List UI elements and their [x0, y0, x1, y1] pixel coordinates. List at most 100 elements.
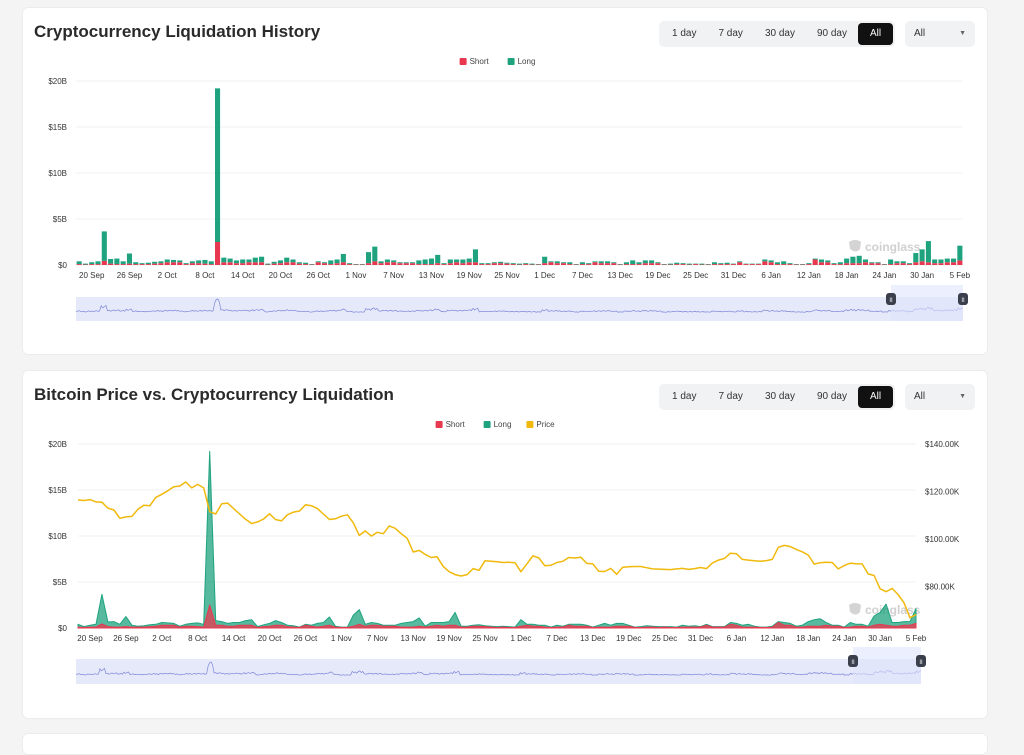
bar-short [907, 264, 912, 265]
bar-short [498, 263, 503, 265]
bar-short [957, 260, 962, 265]
bar-short [385, 262, 390, 265]
bar-long [460, 259, 465, 263]
bar-long [253, 258, 258, 263]
bar-long [907, 263, 912, 264]
bar-long [492, 262, 497, 263]
bar-long [404, 262, 409, 263]
x-tick-label: 20 Oct [258, 634, 282, 643]
bar-short [391, 262, 396, 265]
bar-short [272, 264, 277, 265]
x-tick-label: 6 Jan [761, 271, 781, 280]
bar-long [265, 264, 270, 265]
bar-short [184, 264, 189, 265]
x-tick-label: 5 Feb [950, 271, 971, 280]
bar-short [681, 264, 686, 265]
price-line [78, 482, 916, 618]
legend-label-long: Long [494, 420, 512, 429]
bar-long [108, 259, 113, 264]
x-tick-label: 30 Jan [910, 271, 934, 280]
bar-short [416, 264, 421, 265]
watermark: coinglass [865, 240, 921, 254]
x-tick-label: 7 Dec [572, 271, 593, 280]
bar-long [555, 261, 560, 263]
bar-short [831, 264, 836, 265]
bar-long [228, 259, 233, 263]
x-tick-label: 25 Dec [683, 271, 708, 280]
bar-short [322, 263, 327, 265]
bar-long [769, 260, 774, 262]
bar-long [158, 261, 163, 263]
bar-short [460, 263, 465, 265]
bar-long [737, 261, 742, 262]
bar-short [737, 262, 742, 265]
bar-short [850, 263, 855, 265]
x-tick-label: 7 Dec [546, 634, 567, 643]
y2-tick-label: $140.00K [925, 440, 960, 449]
bar-long [102, 231, 107, 260]
x-tick-label: 25 Dec [652, 634, 677, 643]
area-long [78, 451, 916, 628]
bar-long [95, 261, 100, 264]
bar-long [121, 261, 126, 264]
y-tick-label: $5B [53, 578, 67, 587]
bar-long [938, 259, 943, 263]
bar-long [844, 259, 849, 264]
navigator-track [76, 659, 921, 684]
x-tick-label: 19 Dec [616, 634, 641, 643]
bar-short [951, 262, 956, 265]
bar-short [844, 263, 849, 265]
legend-swatch-long [484, 421, 491, 428]
bar-short [259, 262, 264, 265]
x-tick-label: 2 Oct [152, 634, 172, 643]
bar-long [479, 263, 484, 264]
bar-long [567, 262, 572, 264]
y-tick-label: $10B [48, 532, 67, 541]
navigator-selection [891, 285, 963, 321]
bar-long [819, 259, 824, 262]
bar-long [913, 253, 918, 262]
bar-short [938, 263, 943, 265]
bar-short [404, 263, 409, 265]
bar-long [813, 259, 818, 260]
bar-short [605, 263, 610, 265]
bar-long [454, 259, 459, 262]
legend-label-short: Short [470, 57, 490, 66]
bar-long [391, 260, 396, 262]
bar-long [441, 263, 446, 264]
bar-long [423, 259, 428, 264]
bar-long [366, 252, 371, 263]
bar-short [108, 264, 113, 265]
bar-long [184, 263, 189, 264]
bar-short [624, 264, 629, 265]
bar-long [190, 261, 195, 263]
bar-short [397, 263, 402, 265]
legend-label-price: Price [536, 420, 555, 429]
bar-short [743, 264, 748, 265]
x-tick-label: 1 Nov [331, 634, 352, 643]
y2-tick-label: $100.00K [925, 535, 960, 544]
navigator-selection [853, 647, 921, 684]
bar-long [681, 263, 686, 264]
bar-long [718, 263, 723, 264]
bar-long [435, 255, 440, 263]
bar-long [322, 262, 327, 263]
bar-short [140, 264, 145, 265]
bar-long [467, 259, 472, 263]
bar-short [246, 262, 251, 265]
x-tick-label: 1 Dec [510, 634, 531, 643]
bar-short [347, 264, 352, 265]
bar-short [303, 264, 308, 265]
x-tick-label: 18 Jan [796, 634, 820, 643]
bar-long [599, 261, 604, 263]
bar-long [636, 262, 641, 264]
x-tick-label: 24 Jan [832, 634, 856, 643]
y-tick-label: $20B [48, 77, 67, 86]
bar-short [284, 262, 289, 265]
bar-short [725, 264, 730, 265]
bar-short [102, 261, 107, 265]
bar-long [347, 263, 352, 264]
x-tick-label: 14 Oct [222, 634, 246, 643]
bar-short [750, 264, 755, 265]
x-tick-label: 12 Jan [797, 271, 821, 280]
